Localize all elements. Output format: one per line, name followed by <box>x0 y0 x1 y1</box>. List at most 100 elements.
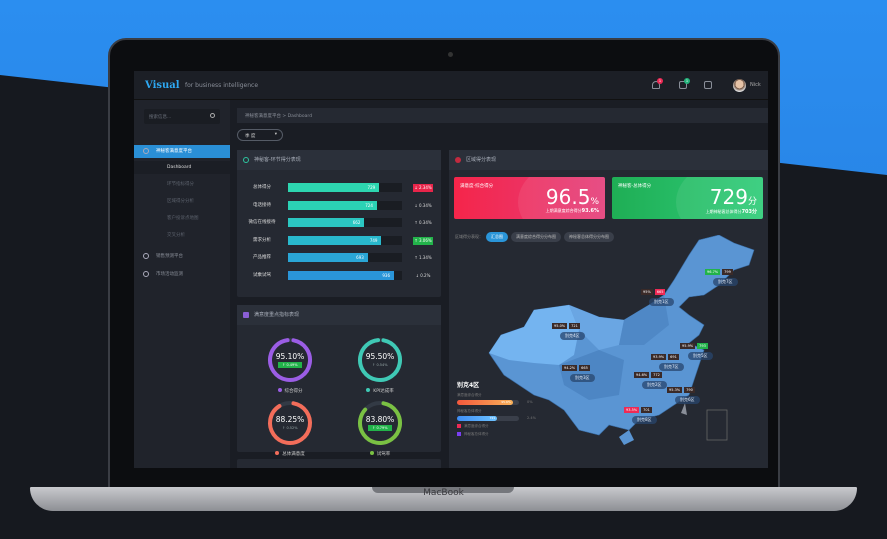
card-number: 96.5 <box>545 185 591 209</box>
marker-pct: 93.9% <box>651 354 667 360</box>
detail-title: 别克4区 <box>457 382 480 389</box>
marker-pct: 95.3% <box>667 387 683 393</box>
sidebar-item-cross-analysis[interactable]: 交叉分析 <box>134 229 230 242</box>
sidebar-item-label: 市场活动监测 <box>156 272 183 277</box>
region-name[interactable]: 别克7区 <box>659 363 684 371</box>
card-sub-value: 703分 <box>741 209 757 215</box>
globe-icon <box>455 157 461 163</box>
panel-header: 满意度重点指标表现 <box>237 305 441 325</box>
sidebar-item-stage-scores[interactable]: 环节指标得分 <box>134 178 230 191</box>
gauge-ring <box>268 401 312 445</box>
marker-score: 790 <box>684 387 695 393</box>
detail-bar-label: 神秘客总体得分 <box>457 409 482 413</box>
detail-bar-label: 满意度综合得分 <box>457 393 482 397</box>
stage-label: 总体得分 <box>253 185 271 190</box>
tab-satisfaction-map[interactable]: 满意度综合得分分布图 <box>511 232 561 242</box>
marker-score: 665 <box>579 365 590 371</box>
panel-title: 神秘客-环节得分表现 <box>254 157 301 163</box>
card-title: 神秘客-总体得分 <box>618 184 652 189</box>
stage-bar: 749 <box>288 235 382 245</box>
legend-item: 满意度综合得分 <box>457 424 552 429</box>
gauge-label-text: KPI达成率 <box>373 389 394 394</box>
avatar[interactable] <box>733 79 746 92</box>
tab-mystery-map[interactable]: 神秘客总体得分分布图 <box>564 232 614 242</box>
stage-row: 微信在线接待 662 ↑ 0.34% <box>237 218 441 228</box>
legend-label: 满意度综合得分 <box>464 424 489 428</box>
marker-score: 721 <box>569 323 580 329</box>
legend-swatch <box>457 424 461 428</box>
map-region-northwest <box>569 305 624 350</box>
sidebar-item-label: 客户投诉点地图 <box>167 216 199 221</box>
sidebar-item-region-analysis[interactable]: 区域得分分析 <box>134 195 230 208</box>
gauge-ring <box>358 338 402 382</box>
map-marker[interactable]: 95.9% 793 <box>680 343 710 349</box>
search-icon[interactable] <box>210 113 215 118</box>
marker-pct: 93.5% <box>624 407 640 413</box>
map-region-west <box>489 305 579 365</box>
mystery-score-card: 神秘客-总体得分 729分 上期神秘客总体得分703分 <box>612 177 763 219</box>
legend-dot <box>277 388 282 392</box>
map-marker[interactable]: 95% 665 <box>641 289 667 295</box>
sidebar-item-complaint-map[interactable]: 客户投诉点地图 <box>134 212 230 225</box>
sidebar-item-market-monitor[interactable]: 市场活动监测 <box>134 268 230 281</box>
tabs-label: 区域得分表现： <box>455 234 483 239</box>
gauge-delta: ↑ 0.49% <box>278 362 302 368</box>
map-marker[interactable]: 95.0% 721 <box>552 323 582 329</box>
china-map[interactable] <box>449 235 768 468</box>
map-marker[interactable]: 93.9% 691 <box>651 354 681 360</box>
sidebar-item-label: 交叉分析 <box>167 233 185 238</box>
marker-score: 665 <box>654 289 666 295</box>
map-tabs: 区域得分表现： 汇总图 满意度综合得分分布图 神秘客总体得分分布图 <box>455 232 614 242</box>
region-name[interactable]: 别克6区 <box>675 396 700 404</box>
region-panel: 区域得分表现 满意度-综合得分 96.5% 上期满意度综合得分93.6% 神秘客-总… <box>449 150 768 468</box>
sidebar-item-sales-forecast[interactable]: 销售预测平台 <box>134 250 230 263</box>
region-name[interactable]: 别克3区 <box>570 374 595 382</box>
region-name[interactable]: 别克4区 <box>560 332 585 340</box>
mail-icon[interactable]: 1 <box>679 78 690 89</box>
map-marker[interactable]: 93.5% 701 <box>624 407 654 413</box>
satisfaction-card: 满意度-综合得分 96.5% 上期满意度综合得分93.6% <box>454 177 605 219</box>
sidebar-item-dashboard[interactable]: Dashboard <box>134 161 230 174</box>
tab-summary[interactable]: 汇总图 <box>486 232 508 242</box>
period-select[interactable]: 季 度 <box>237 129 283 141</box>
card-sub: 上期神秘客总体得分703分 <box>706 208 757 215</box>
stage-row: 需求分析 749 ↑ 3.06% <box>237 235 441 246</box>
detail-bar-pct: 0% <box>527 400 533 404</box>
sidebar-item-label: Dashboard <box>167 165 192 170</box>
legend-dot <box>369 451 374 455</box>
user-name[interactable]: Nick <box>750 82 761 88</box>
stage-row: 试乘试驾 936 ↓ 0.2% <box>237 270 441 281</box>
stage-bar-track: 729 <box>288 183 402 192</box>
map-marker[interactable]: 94.2% 665 <box>562 365 592 371</box>
card-unit: 分 <box>747 197 757 207</box>
panel-header: 神秘客-环节得分表现 <box>237 150 441 170</box>
marker-pct: 95.9% <box>680 343 696 349</box>
card-sub-label: 上期满意度综合得分 <box>545 208 582 213</box>
map-marker[interactable]: 95.3% 790 <box>667 387 697 393</box>
calendar-icon[interactable] <box>704 81 712 89</box>
map-marker[interactable]: 94.6% 772 <box>634 372 664 378</box>
region-name[interactable]: 别克7区 <box>713 278 738 286</box>
sidebar-item-mystery-platform[interactable]: 神秘客满意度平台 <box>134 145 230 158</box>
legend-label: 神秘客总体得分 <box>464 432 489 436</box>
south-sea-inset <box>706 409 728 441</box>
stage-bar: 693 <box>288 253 368 262</box>
gauge-value: 95.10% <box>275 352 305 361</box>
stage-label: 需求分析 <box>253 237 271 243</box>
gauge-delta: ↑ 0.54% <box>372 363 388 367</box>
breadcrumb[interactable]: 神秘客满意度平台 > Dashboard <box>237 108 768 123</box>
marker-score: 799 <box>722 269 733 275</box>
region-name[interactable]: 别克1区 <box>649 298 674 306</box>
bell-icon[interactable]: 1 <box>652 78 663 89</box>
gauge-label-text: 试驾率 <box>376 452 391 457</box>
stage-delta: ↓ 0.2% <box>415 272 431 278</box>
search-input[interactable]: 搜索信息... <box>144 109 220 124</box>
marker-pct: 95% <box>641 289 653 295</box>
gauge-arc <box>268 401 312 445</box>
card-sub: 上期满意度综合得分93.6% <box>546 208 599 214</box>
region-name[interactable]: 别克8区 <box>632 416 657 424</box>
map-marker[interactable]: 96.7% 799 <box>705 269 735 275</box>
marker-pct: 95.0% <box>552 323 568 329</box>
region-name[interactable]: 别克5区 <box>688 352 713 360</box>
region-name[interactable]: 别克2区 <box>642 381 667 389</box>
